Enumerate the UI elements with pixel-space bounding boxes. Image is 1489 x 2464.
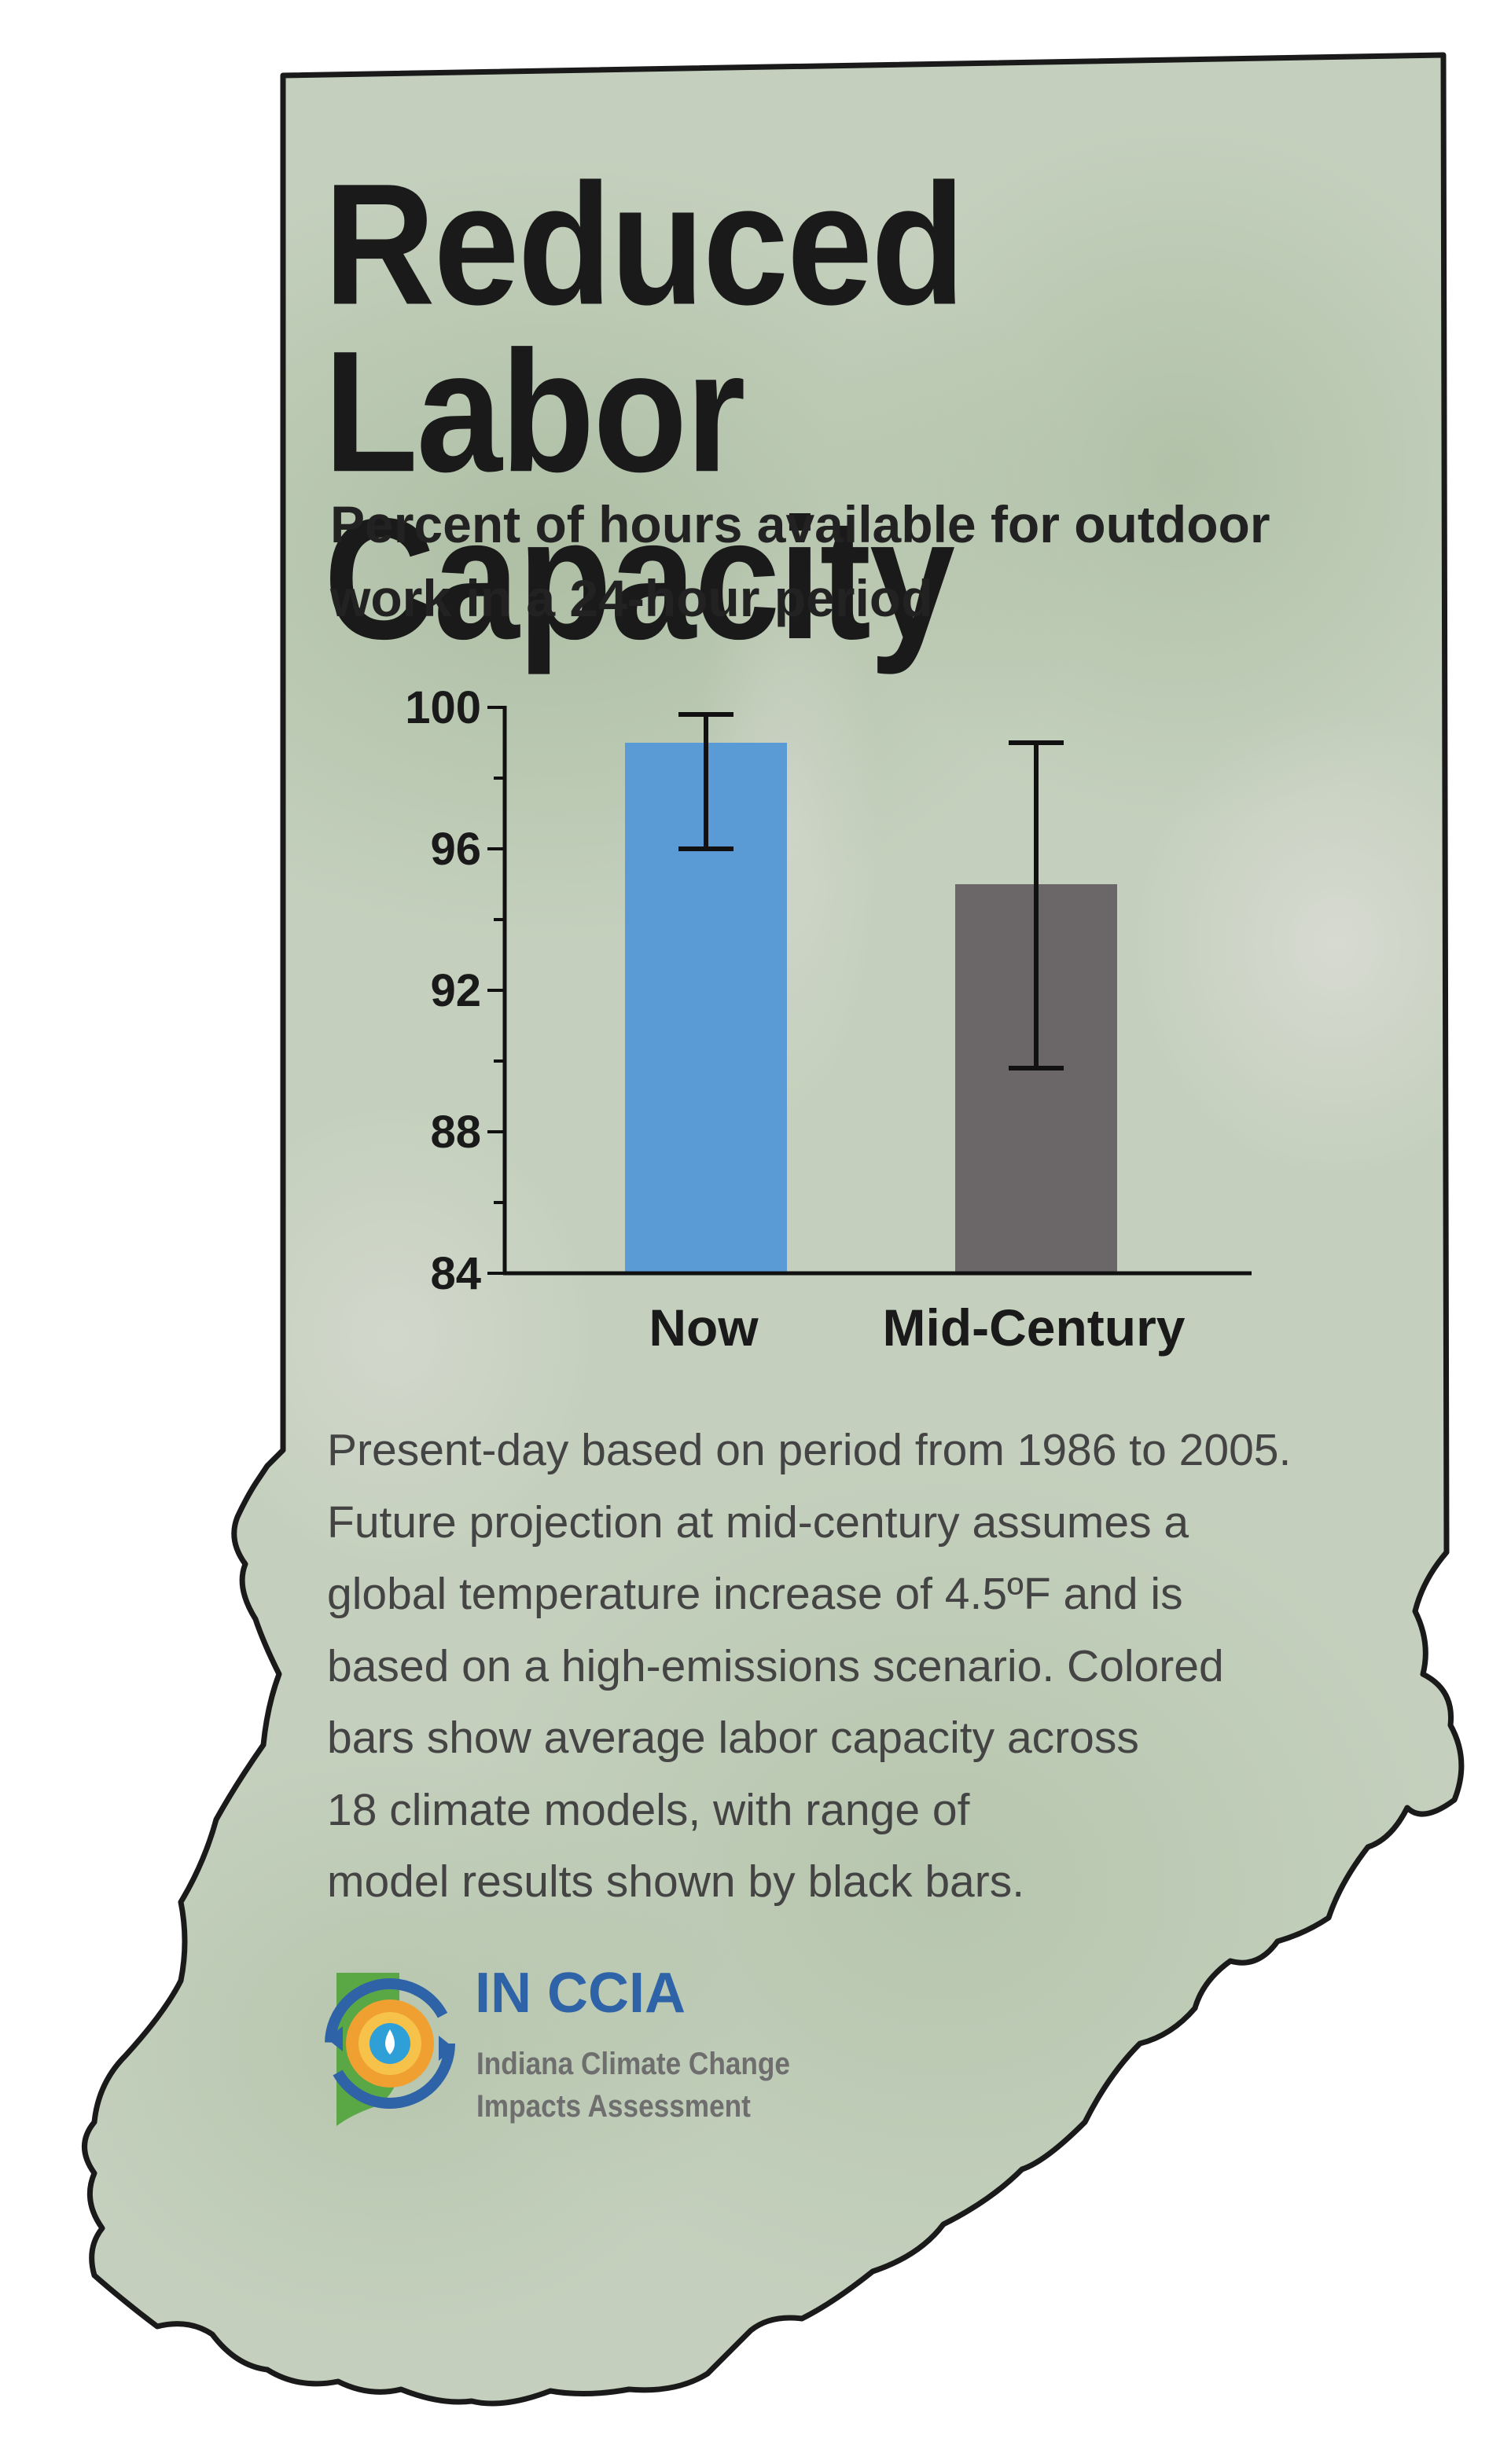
indiana-state-outline [82, 52, 1465, 2407]
y-tick-label: 96 [430, 824, 481, 875]
note-line-6: 18 climate models, with range of [327, 1784, 970, 1835]
title-line-2: Capacity [324, 482, 955, 676]
sun-water-arrows-icon [325, 1973, 455, 2126]
y-tick-label: 84 [430, 1248, 481, 1299]
chart-subtitle: Percent of hours available for outdoor w… [330, 487, 1352, 635]
note-line-3: global temperature increase of 4.5ºF and… [327, 1569, 1183, 1619]
x-tick-label: Now [649, 1298, 759, 1357]
y-tick-label: 88 [430, 1107, 481, 1158]
note-line-7: model results shown by black bars. [327, 1856, 1025, 1907]
note-line-1: Present-day based on period from 1986 to… [327, 1425, 1292, 1475]
logo-title: IN CCIA [475, 1962, 686, 2025]
methodology-note: Present-day based on period from 1986 to… [327, 1415, 1443, 1919]
page-title: Reduced Labor Capacity [324, 148, 1425, 676]
logo-line-2: Impacts Assessment [476, 2089, 751, 2124]
y-tick-label: 100 [405, 682, 481, 733]
in-ccia-logo: IN CCIA Indiana Climate Change Impacts A… [321, 1957, 824, 2146]
subtitle-line-1: Percent of hours available for outdoor [330, 495, 1270, 553]
logo-line-1: Indiana Climate Change [476, 2047, 791, 2081]
note-line-5: bars show average labor capacity across [327, 1713, 1139, 1763]
note-line-4: based on a high-emissions scenario. Colo… [327, 1640, 1224, 1691]
subtitle-line-2: work in a 24-hour period [330, 569, 933, 627]
y-tick-label: 92 [430, 965, 481, 1016]
note-line-2: Future projection at mid-century assumes… [327, 1496, 1189, 1548]
x-tick-label: Mid-Century [883, 1298, 1186, 1357]
title-line-1: Reduced Labor [324, 148, 965, 509]
